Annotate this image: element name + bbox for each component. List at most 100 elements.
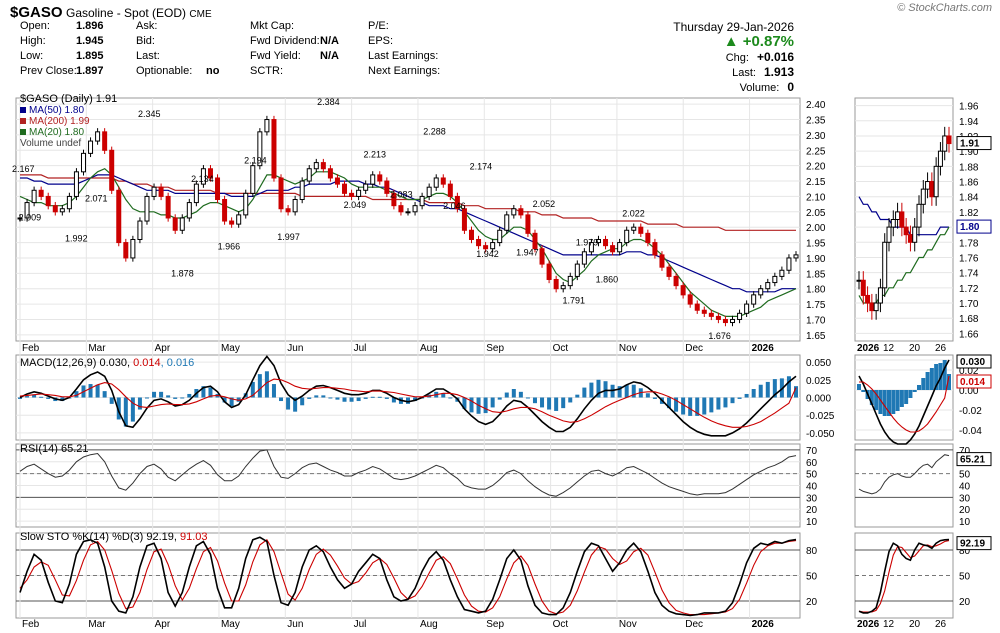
zoom-price-candle	[920, 188, 926, 205]
price-candle	[405, 211, 411, 214]
month-label-bottom: Oct	[553, 619, 569, 630]
legend-ma20-swatch	[20, 129, 26, 135]
zoom-macd-axis-tick: -0.02	[959, 406, 982, 417]
quote-value: 1.913	[763, 65, 794, 79]
price-candle	[588, 242, 594, 253]
zoom-macd-hist-bar	[947, 374, 951, 390]
price-candle	[603, 238, 609, 247]
macd-hist-bar	[483, 397, 488, 414]
macd-hist-bar	[469, 397, 474, 413]
macd-hist-bar	[765, 381, 770, 398]
tag-ma: 1.80	[960, 222, 980, 233]
price-axis-tick: 1.75	[806, 300, 826, 311]
price-candle	[229, 220, 235, 225]
price-candle	[327, 168, 333, 179]
price-candle	[200, 168, 206, 185]
price-annotation: 2.009	[19, 212, 42, 222]
tag-ma-box	[956, 219, 992, 234]
macd-hist-bar	[772, 379, 777, 398]
price-candle	[88, 140, 94, 154]
legend-sto-k: Slow STO %K(14) %D(3) 92.19,	[20, 531, 180, 543]
zoom-day-label-bottom: 2026	[857, 619, 880, 630]
quote-value: no	[206, 65, 220, 77]
price-annotation: 2.046	[443, 201, 466, 211]
macd-hist-bar	[349, 397, 354, 402]
tag-rsi: 65.21	[960, 455, 985, 466]
zoom-macd-hist-bar	[921, 378, 926, 390]
price-candle	[24, 202, 30, 219]
zoom-price-candle	[860, 279, 866, 296]
zoom-day-label-bottom: 12	[883, 619, 895, 630]
legend-ma20: MA(20) 1.80	[29, 127, 84, 138]
price-axis-tick: 2.25	[806, 146, 826, 157]
rsi-line	[19, 449, 797, 497]
sto-d-line	[19, 539, 797, 616]
macd-hist-bar	[674, 397, 679, 412]
quote-value: 0	[787, 80, 794, 94]
zoom-macd-hist-bar	[882, 390, 887, 416]
price-axis-tick: 2.35	[806, 116, 826, 127]
zoom-day-label: 12	[883, 343, 895, 354]
price-annotation: 1.997	[277, 232, 300, 242]
qmid2-row-2: Fwd Yield: N/A	[250, 50, 339, 62]
price-candle	[73, 171, 79, 197]
zoom-rsi-axis-tick: 50	[959, 470, 971, 481]
price-candle	[109, 149, 115, 191]
macd-hist-bar	[688, 397, 693, 416]
zoom-day-label-bottom: 20	[909, 619, 921, 630]
macd-hist-bar	[462, 397, 467, 409]
zoom-price-axis-tick: 1.84	[959, 193, 979, 204]
macd-hist-bar	[137, 397, 142, 410]
zoom-price-candle	[886, 226, 892, 243]
month-label-bottom: Jun	[287, 619, 303, 630]
price-candle	[468, 229, 474, 240]
macd-hist-bar	[144, 397, 149, 399]
zoom-sto-axis-tick: 20	[959, 597, 971, 608]
price-annotation: 1.878	[171, 269, 194, 279]
price-candle	[617, 242, 623, 253]
instrument-title: Gasoline - Spot (EOD)	[66, 6, 187, 20]
quote-label: Prev Close:	[20, 65, 77, 77]
price-candle	[772, 275, 778, 284]
quote-label: Next Earnings:	[368, 65, 441, 77]
zoom-day-label: 2026	[857, 343, 880, 354]
legend-macd-main: MACD(12,26,9) 0.030,	[20, 357, 133, 369]
price-candle	[652, 242, 658, 256]
quote-right-row-0: Chg: +0.016	[726, 50, 794, 64]
zoom-price-candle	[856, 279, 862, 282]
price-candle	[285, 208, 291, 213]
macd-hist-bar	[159, 391, 164, 398]
zoom-day-label-bottom: 26	[935, 619, 947, 630]
zoom-price-candle	[899, 211, 905, 228]
price-candle	[66, 195, 72, 210]
zoom-ma20-line	[858, 226, 950, 304]
zoom-price-candle	[933, 165, 939, 198]
price-annotation: 2.213	[364, 150, 387, 160]
price-candle	[504, 214, 510, 231]
macd-hist-bar	[561, 397, 566, 409]
price-candle	[52, 205, 58, 213]
macd-hist-bar	[540, 397, 545, 408]
price-candle	[680, 285, 686, 296]
qmid2-row-0: Mkt Cap:	[250, 20, 294, 32]
price-candle	[257, 131, 263, 167]
macd-hist-bar	[377, 396, 382, 398]
price-candle	[758, 288, 764, 296]
zoom-macd-hist-bar	[869, 390, 874, 405]
month-label-bottom: Sep	[486, 619, 504, 630]
price-annotation: 2.174	[470, 162, 493, 172]
price-candle	[419, 195, 425, 207]
tag-signal: 0.014	[960, 377, 985, 388]
price-candle	[38, 189, 44, 197]
price-candle	[271, 119, 277, 179]
rsi-axis-tick: 30	[806, 493, 818, 504]
zoom-rsi-line	[858, 454, 950, 495]
price-axis-tick: 2.05	[806, 208, 826, 219]
macd-hist-bar	[130, 397, 135, 422]
legend-sto: Slow STO %K(14) %D(3) 92.19, 91.03	[20, 531, 208, 543]
zoom-macd-hist-bar	[934, 364, 939, 390]
zoom-rsi-axis-tick: 40	[959, 482, 971, 493]
month-label: Sep	[486, 343, 504, 354]
price-candle	[349, 192, 355, 197]
